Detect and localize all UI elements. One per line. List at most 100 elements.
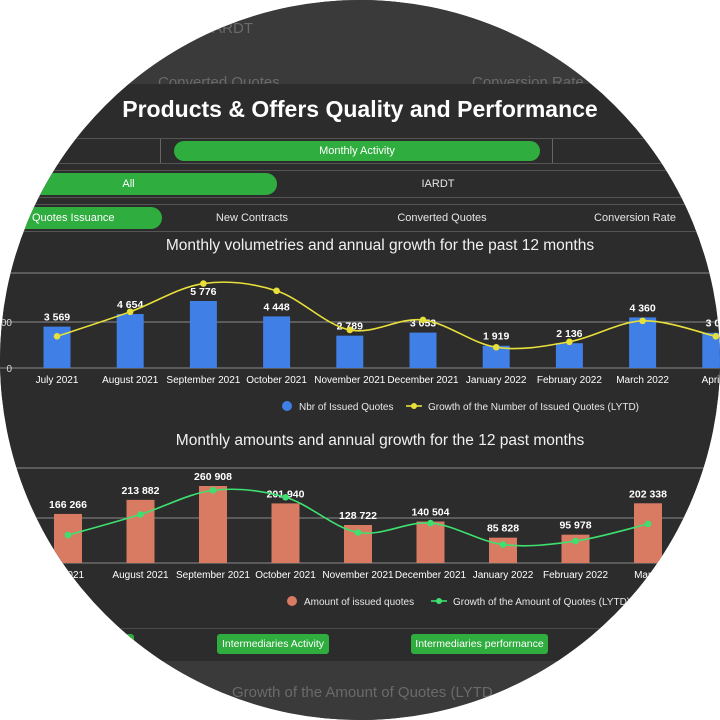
bar: [482, 345, 510, 368]
y-tick-label: 0: [6, 364, 12, 375]
bar-value-label: 4 654: [117, 299, 143, 311]
background-header: IARDT Converted Quotes Conversion Rate: [0, 0, 720, 96]
bar-value-label: 166 266: [49, 499, 87, 511]
bar: [126, 499, 155, 563]
bar-value-label: 202 338: [629, 488, 667, 500]
bar-value-label: 4 360: [629, 302, 655, 314]
line-point: [200, 280, 207, 287]
chart2-title: Monthly amounts and annual growth for th…: [175, 432, 585, 449]
legend-line-label: Growth of the Amount of Quotes (LYTD): [453, 597, 630, 608]
line-point: [639, 317, 646, 325]
x-tick-label: ly 2021: [52, 570, 85, 581]
bar: [336, 335, 364, 368]
legend-line-dot: [436, 598, 442, 604]
bar-value-label: 1 919: [483, 331, 509, 343]
chart1-title: Monthly volumetries and annual growth fo…: [165, 237, 595, 254]
scope-tab-row: All IARDT: [0, 170, 720, 198]
x-tick-label: October 2021: [246, 375, 307, 386]
intermediaries-activity-button[interactable]: Intermediaries Activity: [217, 634, 329, 654]
bar-value-label: 260 908: [194, 471, 232, 483]
bar: [116, 314, 144, 368]
line-point: [572, 537, 579, 545]
tab-all[interactable]: All: [0, 173, 277, 195]
bar-value-label: 4 448: [263, 301, 289, 313]
x-tick-label: March 2022: [616, 375, 669, 386]
tab-iardt[interactable]: IARDT: [421, 178, 455, 190]
bar: [702, 332, 720, 368]
bar-value-label: 128 722: [339, 510, 377, 522]
ghost-bottom-chart-title: Growth of the Amount of Quotes (LYTD: [232, 684, 493, 701]
x-tick-label: July 2021: [36, 375, 79, 386]
line-point: [273, 287, 280, 295]
partial-green-button[interactable]: [100, 634, 134, 654]
bar-value-label: 3 04: [706, 318, 720, 330]
line-point: [64, 531, 72, 539]
x-tick-label: August 2021: [102, 375, 159, 386]
intermediaries-performance-button[interactable]: Intermediaries performance: [411, 634, 548, 654]
ghost-iardt-label: IARDT: [208, 20, 253, 37]
bar: [271, 503, 300, 563]
x-tick-label: November 2021: [322, 570, 394, 581]
line-point: [137, 511, 144, 518]
x-tick-label: November 2021: [314, 375, 386, 386]
bar: [189, 301, 217, 368]
legend-bar-marker: [282, 401, 292, 411]
x-tick-label: March: [634, 570, 662, 581]
x-tick-label: September 2021: [176, 570, 250, 581]
bar: [54, 513, 82, 563]
bar-value-label: 3 569: [44, 312, 70, 324]
x-tick-label: October 2021: [255, 570, 316, 581]
line-point: [566, 338, 573, 346]
y-tick-label: 00: [1, 318, 13, 329]
legend-line-dot: [411, 403, 417, 409]
bar-value-label: 2 789: [337, 321, 363, 333]
bar: [409, 332, 437, 368]
line-point: [126, 308, 134, 316]
x-tick-label: January 2022: [466, 375, 527, 386]
bar: [555, 343, 583, 368]
bar-value-label: 140 504: [412, 507, 450, 519]
x-tick-label: April 2: [702, 375, 720, 386]
x-tick-label: December 2021: [395, 570, 467, 581]
background-footer: Intermediaries Activity Intermediaries p…: [0, 628, 720, 720]
line-point: [209, 487, 217, 494]
x-tick-label: December 2021: [387, 375, 459, 386]
line-point: [282, 493, 289, 501]
metric-tab-row: Quotes Issuance New Contracts Converted …: [0, 204, 720, 232]
line-point: [427, 519, 434, 527]
legend-line-label: Growth of the Number of Issued Quotes (L…: [428, 402, 639, 413]
x-tick-label: February 2022: [537, 375, 602, 386]
bar: [629, 317, 657, 368]
bar-value-label: 95 978: [559, 520, 591, 532]
tab-monthly-activity[interactable]: Monthly Activity: [174, 141, 540, 161]
bar-value-label: 5 776: [190, 286, 216, 298]
tab-conversion-rate[interactable]: Conversion Rate: [594, 212, 676, 224]
tab-new-contracts[interactable]: New Contracts: [215, 212, 289, 224]
bar: [634, 503, 662, 563]
page-title: Products & Offers Quality and Performanc…: [122, 96, 598, 122]
line-point: [419, 316, 427, 324]
legend-bar-label: Nbr of Issued Quotes: [299, 402, 394, 413]
line-point: [712, 333, 720, 340]
line-point: [499, 541, 507, 548]
bar: [263, 316, 291, 368]
bar-value-label: 85 828: [487, 523, 519, 535]
bar: [199, 486, 227, 563]
x-tick-label: August 2021: [112, 570, 169, 581]
line-point: [346, 326, 354, 334]
line-point: [644, 520, 652, 528]
bar-value-label: 213 882: [122, 485, 160, 497]
legend-bar-marker: [287, 596, 297, 606]
y-tick-label: 00: [7, 514, 19, 525]
chart2-svg: 00 166 266 ly 2021 213 882 August 2021 260 90…: [0, 467, 720, 608]
bar-value-label: 2 136: [556, 328, 582, 340]
line-point: [53, 333, 61, 340]
tab-converted-quotes[interactable]: Converted Quotes: [397, 212, 487, 224]
growth-line: [56, 281, 716, 350]
x-tick-label: February 2022: [543, 570, 608, 581]
tab-quotes-issuance[interactable]: Quotes Issuance: [0, 207, 162, 229]
line-point: [492, 343, 500, 351]
line-point: [354, 529, 362, 536]
